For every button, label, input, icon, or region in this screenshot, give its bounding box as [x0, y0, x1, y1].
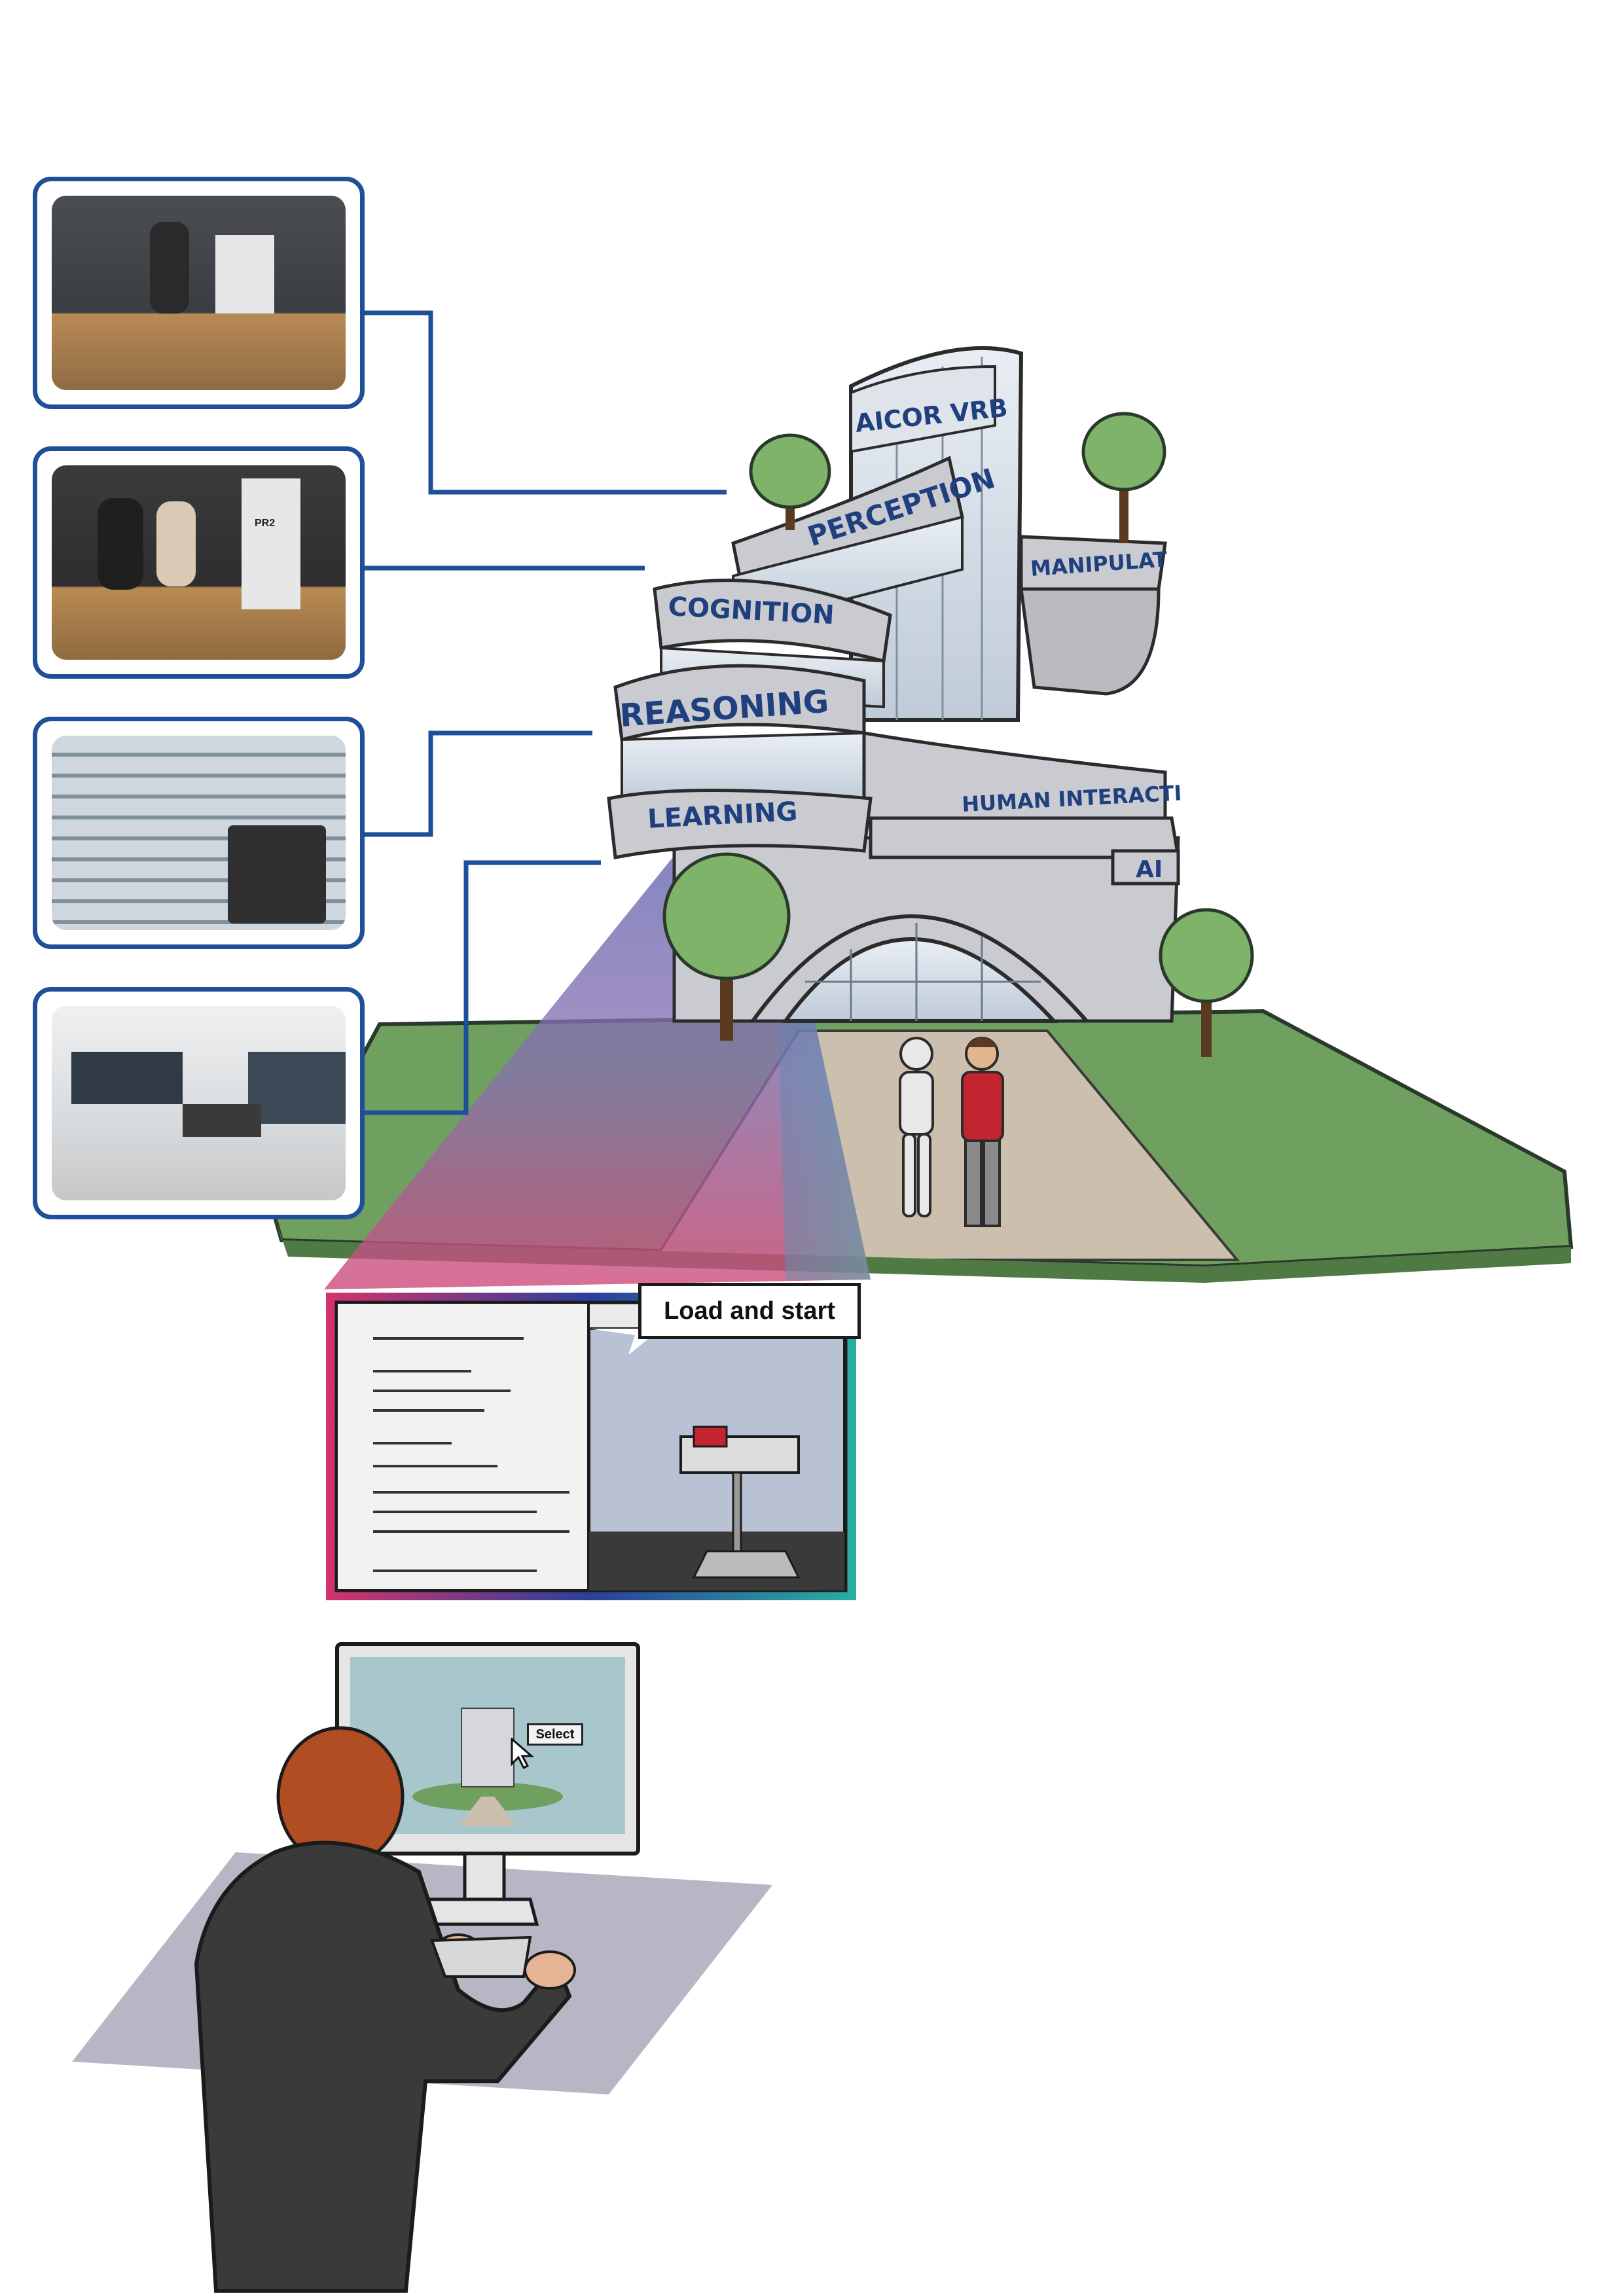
- cursor-icon: [511, 1738, 535, 1770]
- photo-frame-lab[interactable]: [33, 987, 365, 1219]
- person-silhouette: [156, 501, 196, 586]
- load-and-start-button[interactable]: Load and start: [638, 1283, 861, 1339]
- floor-learning: LEARNING: [647, 797, 798, 834]
- floor-perception: PERCEPTION: [804, 462, 999, 552]
- lab-desk: [183, 1104, 261, 1137]
- trees: [662, 412, 1254, 1057]
- robot-label: PR2: [255, 518, 276, 529]
- person-silhouette: [98, 498, 143, 590]
- floor-cognition: COGNITION: [667, 592, 835, 630]
- kitchen-robot-photo: [52, 196, 346, 390]
- robot-silhouette: [215, 235, 274, 314]
- floor-human-interaction: HUMAN INTERACTI: [961, 780, 1182, 817]
- screen-wall: [248, 1052, 346, 1124]
- photo-frame-supermarket[interactable]: [33, 717, 365, 949]
- vrb-building: [607, 346, 1180, 1023]
- connector-lines: [365, 310, 727, 1115]
- supermarket-robot-photo: [52, 736, 346, 930]
- robot-silhouette: [228, 825, 326, 924]
- lab-workstations-photo: [52, 1006, 346, 1200]
- screen-wall: [71, 1052, 183, 1104]
- photo-frame-pr2[interactable]: PR2: [33, 446, 365, 679]
- person-silhouette: [150, 222, 189, 314]
- user-figure: [194, 1726, 576, 2293]
- simulation-panel: [326, 1293, 856, 1600]
- floor-ai: AI: [1136, 856, 1163, 883]
- robot-figure: [899, 1037, 934, 1217]
- students-pr2-photo: PR2: [52, 465, 346, 660]
- robot-silhouette: PR2: [242, 478, 300, 609]
- select-button[interactable]: Select: [527, 1723, 583, 1746]
- floor-reasoning: REASONING: [619, 683, 830, 734]
- floor-manipulation: MANIPULAT: [1030, 547, 1168, 581]
- photo-frame-kitchen[interactable]: [33, 177, 365, 409]
- logo-text: AICOR VRB: [854, 393, 1009, 438]
- human-figure: [961, 1037, 1004, 1227]
